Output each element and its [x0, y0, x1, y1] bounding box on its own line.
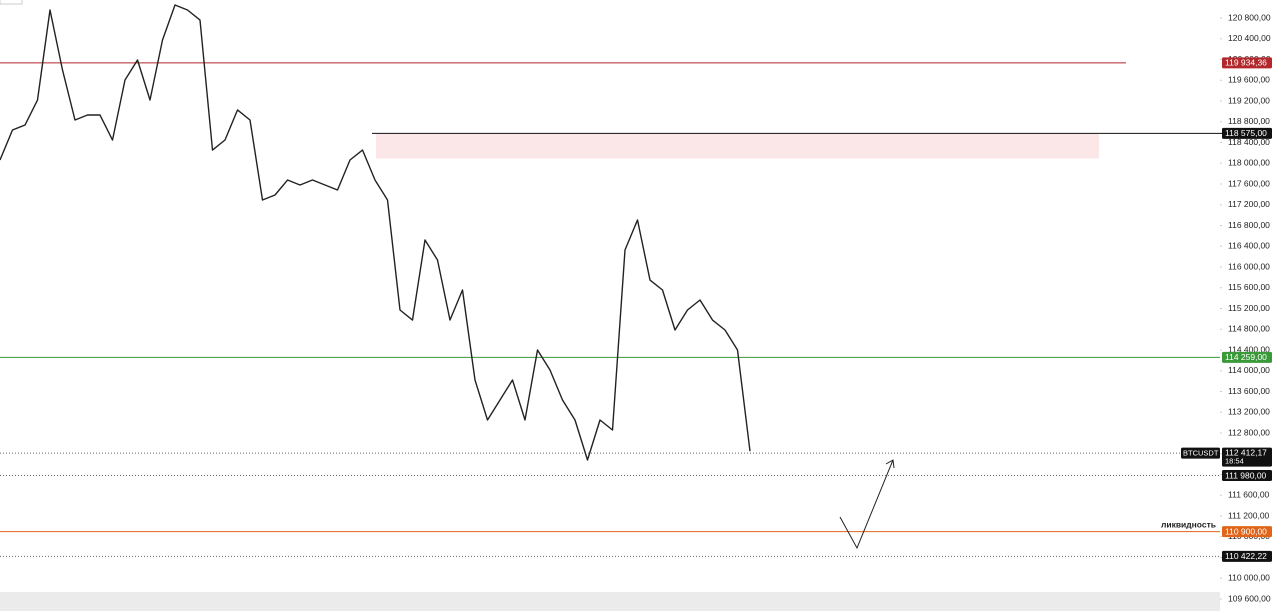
- price-tag: [1222, 57, 1272, 69]
- y-tick-label: 119 600,00: [1228, 75, 1270, 85]
- price-tag-label: 118 575,00: [1225, 128, 1267, 138]
- price-tag: [1222, 127, 1272, 139]
- symbol-tag: [1181, 447, 1220, 459]
- price-tag: [1222, 550, 1272, 562]
- y-tick-label: 112 800,00: [1228, 427, 1270, 437]
- y-tick-label: 118 800,00: [1228, 116, 1270, 126]
- y-tick-label: 117 600,00: [1228, 178, 1270, 188]
- annotation: ликвидность: [1161, 519, 1216, 529]
- price-tag-label: 119 934,36: [1225, 58, 1267, 68]
- y-tick-label: 120 800,00: [1228, 12, 1271, 22]
- y-tick-label: 115 600,00: [1228, 282, 1270, 292]
- y-tick-label: 116 400,00: [1228, 241, 1270, 251]
- y-tick-label: 118 000,00: [1228, 158, 1270, 168]
- toolbar-button[interactable]: [0, 0, 23, 5]
- y-tick-label: 118 400,00: [1228, 137, 1270, 147]
- y-tick-label: 117 200,00: [1228, 199, 1270, 209]
- price-tag: [1222, 351, 1272, 363]
- y-tick-label: 120 400,00: [1228, 33, 1271, 43]
- y-tick-label: 119 200,00: [1228, 95, 1270, 105]
- y-tick-label: 115 200,00: [1228, 303, 1270, 313]
- zone: [376, 133, 1099, 159]
- symbol-label: BTCUSDT: [1183, 449, 1219, 458]
- price-tag: [1222, 447, 1272, 467]
- price-tag: [1222, 470, 1272, 482]
- y-tick-label: 109 600,00: [1228, 593, 1271, 603]
- price-tag-label: 110 422,22: [1225, 551, 1267, 561]
- y-tick-label: 111 200,00: [1228, 510, 1270, 520]
- price-tag-label: 114 259,00: [1225, 352, 1267, 362]
- countdown: 18:54: [1225, 457, 1244, 466]
- projection-arrow: [839, 459, 895, 550]
- y-tick-label: 114 000,00: [1228, 365, 1270, 375]
- y-tick-label: 116 000,00: [1228, 261, 1270, 271]
- y-tick-label: 113 200,00: [1228, 407, 1270, 417]
- time-axis-bar: [0, 592, 1220, 611]
- y-tick-label: 113 600,00: [1228, 386, 1270, 396]
- price-tag-label: 112 412,17: [1225, 447, 1267, 457]
- y-tick-label: 114 400,00: [1228, 344, 1270, 354]
- y-tick-label: 111 600,00: [1228, 490, 1270, 500]
- price-line: [0, 4, 751, 461]
- price-tag: [1222, 526, 1272, 538]
- y-tick-label: 116 800,00: [1228, 220, 1270, 230]
- y-tick-label: 110 000,00: [1228, 573, 1270, 583]
- y-tick-label: 114 800,00: [1228, 324, 1270, 334]
- price-tag-label: 110 900,00: [1225, 526, 1267, 536]
- price-tag-label: 111 980,00: [1225, 470, 1267, 480]
